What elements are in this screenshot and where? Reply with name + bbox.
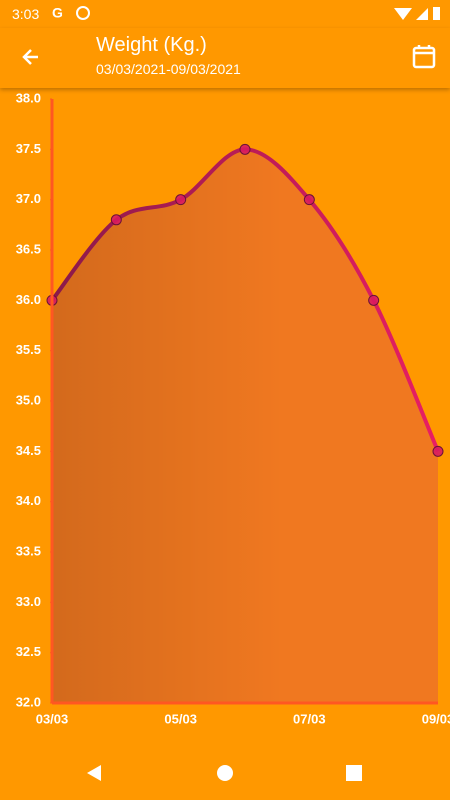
status-icons: G [52, 5, 440, 21]
subtitle: 03/03/2021-09/03/2021 [96, 61, 241, 77]
x-tick-label: 05/03 [164, 711, 197, 726]
point [303, 194, 315, 206]
x-tick-label: 09/03 [422, 711, 450, 726]
y-tick-label: 36.0 [16, 292, 41, 307]
y-tick-label: 35.0 [16, 392, 41, 407]
y-tick-label: 37.0 [16, 191, 41, 206]
calendar-button[interactable] [409, 42, 439, 72]
nav-back[interactable] [87, 765, 101, 781]
x-tick-label: 07/03 [293, 711, 326, 726]
y-tick-label: 37.5 [16, 141, 41, 156]
point [239, 143, 251, 155]
status-bar: 3:03 G [0, 0, 450, 28]
y-tick-label: 33.5 [16, 543, 41, 558]
y-tick-label: 36.5 [16, 241, 41, 256]
nav-recents[interactable] [346, 765, 362, 781]
y-tick-label: 38.0 [16, 90, 41, 105]
clock: 3:03 [12, 6, 40, 22]
back-button[interactable] [16, 42, 46, 72]
point [432, 445, 444, 457]
y-tick-label: 34.0 [16, 493, 41, 508]
y-tick-label: 32.0 [16, 694, 41, 709]
title: Weight (Kg.) [96, 34, 207, 56]
x-tick-label: 03/03 [36, 711, 69, 726]
point [368, 294, 380, 306]
y-tick-label: 35.5 [16, 342, 41, 357]
y-tick-label: 32.5 [16, 644, 41, 659]
area-shade [52, 149, 438, 704]
point [110, 214, 122, 226]
nav-bar [87, 765, 362, 781]
y-tick-label: 33.0 [16, 594, 41, 609]
app-bar: Weight (Kg.) 03/03/2021-09/03/2021 [0, 28, 450, 88]
svg-text:G: G [52, 5, 63, 21]
y-tick-label: 34.5 [16, 443, 41, 458]
nav-home[interactable] [217, 765, 233, 781]
chart: 32.0 32.5 33.0 33.5 34.0 34.5 35.0 35.5 36.0 36.5… [16, 90, 450, 726]
point [175, 194, 187, 206]
